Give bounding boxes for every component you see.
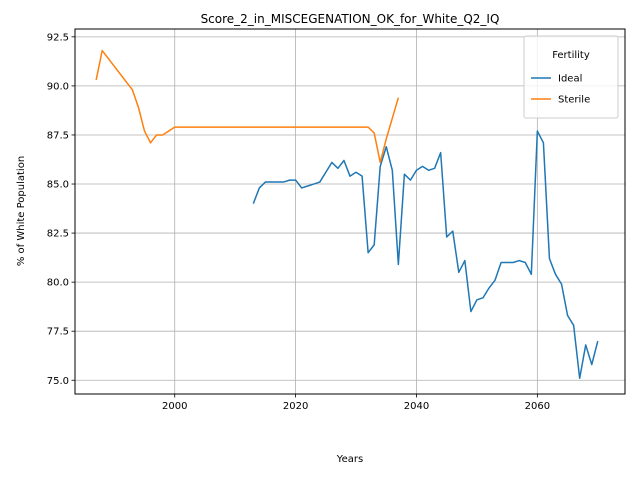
x-axis: 2000 2020 2040 2060 [162, 394, 550, 412]
grid-lines [75, 29, 625, 394]
y-tick-label: 92.5 [47, 32, 69, 43]
y-tick-label: 80.0 [47, 278, 69, 289]
plot-frame [74, 28, 626, 395]
x-tick-label: 2040 [404, 401, 429, 412]
y-tick-label: 90.0 [47, 81, 69, 92]
legend-items: Ideal Sterile [531, 74, 590, 106]
y-tick-label: 85.0 [47, 180, 69, 191]
legend-label-ideal: Ideal [558, 74, 582, 85]
x-tick-label: 2060 [525, 401, 550, 412]
chart-title: Score_2_in_MISCEGENATION_OK_for_White_Q2… [201, 12, 500, 26]
y-tick-label: 87.5 [47, 130, 69, 141]
legend-label-sterile: Sterile [558, 95, 590, 106]
x-axis-label: Years [336, 454, 363, 465]
y-tick-label: 77.5 [47, 327, 69, 338]
y-axis: 75.0 77.5 80.0 82.5 85.0 87.5 90.0 92.5 [47, 32, 75, 387]
legend-box [523, 35, 619, 119]
y-tick-label: 82.5 [47, 229, 69, 240]
x-tick-label: 2000 [162, 401, 187, 412]
legend: Fertility Ideal Sterile [523, 35, 619, 119]
series-layer [95, 49, 599, 380]
y-tick-label: 75.0 [47, 376, 69, 387]
series-line-ideal [252, 130, 599, 380]
legend-title: Fertility [552, 50, 590, 61]
y-axis-label: % of White Population [16, 156, 27, 266]
series-line-sterile [95, 49, 400, 164]
x-tick-label: 2020 [283, 401, 308, 412]
